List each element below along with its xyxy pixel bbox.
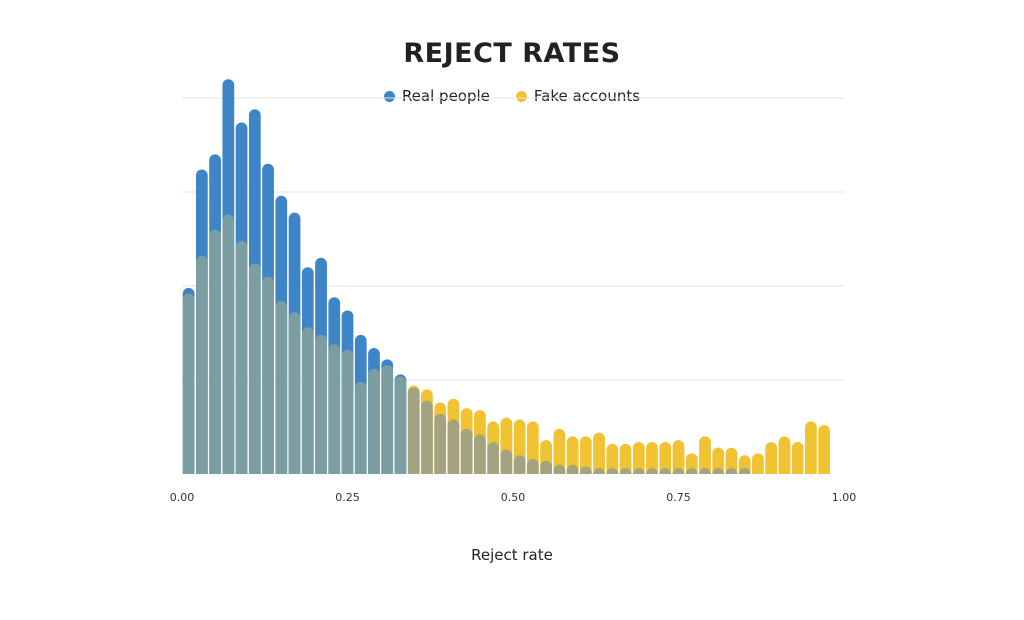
bar-fake-accounts — [805, 421, 817, 474]
legend: Real people Fake accounts — [0, 87, 1024, 105]
x-tick-label: 0.25 — [335, 491, 360, 504]
bar-real-people — [407, 387, 420, 474]
bar-fake-accounts — [368, 368, 380, 474]
bar-fake-accounts — [765, 442, 778, 474]
bar-fake-accounts — [288, 312, 301, 474]
bar-fake-accounts — [646, 442, 658, 474]
x-tick-label: 0.50 — [501, 491, 526, 504]
bar-real-people — [513, 455, 526, 474]
bar-fake-accounts — [566, 436, 579, 474]
bar-real-people — [619, 468, 632, 474]
bar-real-people — [447, 419, 460, 474]
bar-real-people — [672, 468, 685, 474]
bar-fake-accounts — [275, 301, 288, 474]
bar-fake-accounts — [725, 447, 738, 474]
bar-real-people — [526, 458, 539, 474]
legend-item-real-people: Real people — [383, 87, 490, 105]
x-tick-label: 1.00 — [832, 491, 857, 504]
bar-real-people — [566, 464, 579, 474]
x-tick-label: 0.75 — [666, 491, 691, 504]
bar-real-people — [579, 466, 592, 474]
legend-swatch-real-people — [383, 90, 395, 102]
bar-fake-accounts — [632, 442, 645, 474]
bar-fake-accounts — [328, 344, 341, 474]
bar-real-people — [712, 468, 725, 474]
bar-fake-accounts — [222, 214, 235, 474]
bar-real-people — [606, 468, 619, 474]
bar-fake-accounts — [235, 240, 248, 474]
bar-real-people — [460, 428, 473, 474]
bar-fake-accounts — [579, 436, 592, 474]
bar-real-people — [699, 468, 711, 474]
bar-fake-accounts — [195, 255, 208, 474]
legend-item-fake-accounts: Fake accounts — [515, 87, 641, 105]
bar-real-people — [434, 413, 447, 474]
bar-real-people — [421, 400, 433, 474]
bar-fake-accounts — [394, 376, 407, 474]
bar-real-people — [487, 442, 500, 474]
bar-fake-accounts — [262, 276, 274, 474]
bar-fake-accounts — [248, 263, 261, 474]
bar-fake-accounts — [818, 425, 831, 474]
bar-real-people — [646, 468, 658, 474]
bar-fake-accounts — [341, 349, 354, 474]
legend-label-real-people: Real people — [401, 87, 490, 105]
bar-fake-accounts — [752, 453, 764, 474]
bar-real-people — [738, 468, 751, 474]
bar-fake-accounts — [619, 443, 632, 474]
bar-fake-accounts — [606, 443, 619, 474]
bar-fake-accounts — [685, 453, 698, 474]
bar-fake-accounts — [301, 327, 314, 474]
bar-real-people — [685, 468, 698, 474]
bar-fake-accounts — [553, 428, 566, 474]
chart-title: REJECT RATES — [403, 38, 621, 69]
bar-real-people — [500, 449, 513, 474]
bar-fake-accounts — [593, 432, 605, 474]
bar-real-people — [593, 468, 605, 474]
bar-real-people — [474, 434, 486, 474]
bar-fake-accounts — [182, 293, 195, 474]
bar-fake-accounts — [672, 440, 685, 474]
bar-fake-accounts — [315, 334, 327, 474]
legend-swatch-fake-accounts — [515, 90, 527, 102]
bar-real-people — [540, 460, 552, 474]
bar-fake-accounts — [699, 436, 711, 474]
bar-real-people — [659, 468, 672, 474]
bar-real-people — [553, 464, 566, 474]
bar-real-people — [632, 468, 645, 474]
bar-fake-accounts — [354, 381, 367, 474]
bar-fake-accounts — [791, 442, 804, 474]
bar-real-people — [725, 468, 738, 474]
bar-fake-accounts — [381, 364, 394, 474]
x-tick-label: 0.00 — [170, 491, 195, 504]
bar-fake-accounts — [659, 442, 672, 474]
bar-fake-accounts — [778, 436, 791, 474]
bar-fake-accounts — [209, 229, 221, 474]
x-axis-label: Reject rate — [471, 546, 553, 564]
legend-label-fake-accounts: Fake accounts — [533, 87, 641, 105]
bar-fake-accounts — [712, 447, 725, 474]
